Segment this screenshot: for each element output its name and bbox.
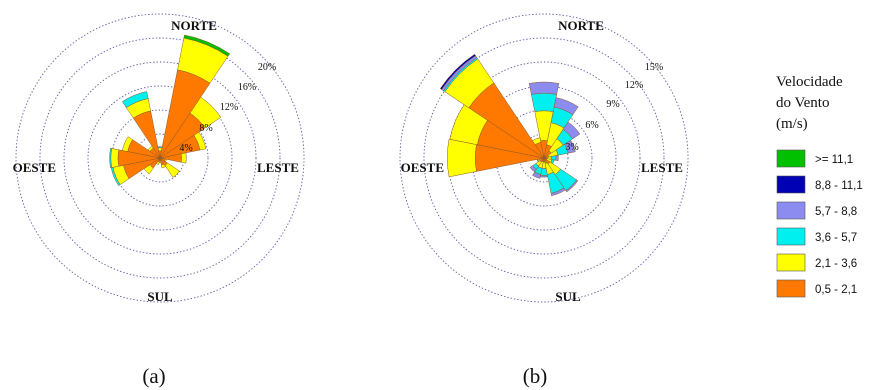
- sector-a-ne-bin-2-1-3-6: [189, 96, 222, 129]
- legend-swatch-2-1-3-6: [776, 253, 806, 272]
- legend-swatch-ge-11-1: [776, 149, 806, 168]
- ring-a-4: [63, 61, 257, 255]
- sector-b-w-bin-2-1-3-6: [447, 138, 477, 178]
- wind-rose-a: NORTE SUL LESTE OESTE 4% 8% 12% 16% 20% …: [13, 13, 305, 388]
- sector-b-nne-bin-5-7-8-8: [553, 97, 579, 116]
- ring-label-a-1: 4%: [179, 143, 192, 154]
- direction-east-b: LESTE: [641, 160, 683, 175]
- ring-label-a-4: 16%: [238, 82, 256, 93]
- ring-a-6: [15, 13, 305, 303]
- sector-b-n-bin-3-6-5-7: [531, 92, 557, 113]
- wind-rose-b: NORTE SUL LESTE OESTE 3% 6% 9% 12% 15% (…: [399, 13, 689, 388]
- legend: Velocidade do Vento (m/s) >= 11,1 8,8 - 1…: [776, 74, 863, 298]
- sector-a-ene-bin-2-1-3-6: [193, 131, 207, 151]
- direction-north-a: NORTE: [171, 18, 217, 33]
- sector-b-sw-bin-5-7-8-8: [529, 165, 537, 173]
- sectors-a: [109, 34, 231, 187]
- sector-a-w-bin-2-1-3-6: [110, 148, 120, 168]
- legend-label-2-1-3-6: 2,1 - 3,6: [815, 258, 857, 270]
- ring-label-b-4: 12%: [625, 80, 643, 91]
- sector-b-sse-bin-5-7-8-8: [550, 187, 566, 196]
- sector-b-ene-bin-5-7-8-8: [564, 139, 576, 154]
- sector-a-e-bin-2-1-3-6: [180, 152, 187, 164]
- legend-label-8-8-11-1: 8,8 - 11,1: [815, 180, 863, 192]
- sector-b-se-bin-5-7-8-8: [565, 179, 579, 193]
- ring-b-3: [471, 85, 617, 231]
- direction-south-a: SUL: [147, 289, 173, 304]
- direction-labels-a: NORTE SUL LESTE OESTE: [13, 18, 299, 304]
- ring-labels-a: 4% 8% 12% 16% 20%: [179, 62, 276, 154]
- panel-label-a: (a): [142, 364, 165, 388]
- legend-items: >= 11,1 8,8 - 11,1 5,7 - 8,8 3,6 - 5,7 2,1 -…: [776, 149, 863, 298]
- direction-west-b: OESTE: [401, 160, 444, 175]
- sector-b-s-bin-5-7-8-8: [539, 174, 549, 178]
- sectors-b: [439, 53, 581, 196]
- sector-b-nw-bin-8-8-11-1: [439, 53, 476, 90]
- ring-label-a-5: 20%: [258, 62, 276, 73]
- legend-label-5-7-8-8: 5,7 - 8,8: [815, 206, 857, 218]
- sector-a-nne-bin-ge-11-1: [183, 34, 231, 57]
- sector-a-wnw-bin-2-1-3-6: [122, 136, 133, 152]
- sector-b-n-bin-5-7-8-8: [528, 81, 560, 95]
- legend-title-line-2: do Vento: [776, 95, 829, 111]
- rings-a: [15, 13, 305, 303]
- legend-label-ge-11-1: >= 11,1: [815, 154, 853, 166]
- ring-b-5: [423, 37, 665, 279]
- legend-label-3-6-5-7: 3,6 - 5,7: [815, 232, 857, 244]
- sector-a-w-bin-3-6-5-7: [109, 147, 113, 169]
- legend-title-line-3: (m/s): [776, 116, 808, 132]
- direction-west-a: OESTE: [13, 160, 56, 175]
- ring-label-a-3: 12%: [220, 102, 238, 113]
- ring-b-4: [447, 61, 641, 255]
- legend-swatch-5-7-8-8: [776, 201, 806, 220]
- ring-label-a-2: 8%: [199, 123, 212, 134]
- sector-b-nnw-bin-2-1-3-6: [532, 137, 542, 146]
- sector-b-ne-bin-5-7-8-8: [562, 121, 581, 140]
- legend-swatch-3-6-5-7: [776, 227, 806, 246]
- ring-a-5: [39, 37, 281, 279]
- ring-label-b-1: 3%: [565, 142, 578, 153]
- legend-title-line-1: Velocidade: [776, 74, 843, 90]
- sector-a-sse-bin-2-1-3-6: [161, 163, 167, 169]
- legend-swatch-8-8-11-1: [776, 175, 806, 194]
- ring-labels-b: 3% 6% 9% 12% 15%: [565, 62, 663, 153]
- direction-labels-b: NORTE SUL LESTE OESTE: [401, 18, 683, 304]
- ring-label-b-5: 15%: [645, 62, 663, 73]
- direction-south-b: SUL: [555, 289, 581, 304]
- sector-b-ssw-bin-5-7-8-8: [532, 171, 542, 179]
- sector-a-nnw-bin-3-6-5-7: [121, 91, 149, 108]
- ring-label-b-3: 9%: [606, 99, 619, 110]
- direction-north-b: NORTE: [558, 18, 604, 33]
- sector-a-n-bin-3-6-5-7: [157, 146, 163, 149]
- direction-east-a: LESTE: [257, 160, 299, 175]
- ring-b-6: [399, 13, 689, 303]
- legend-label-0-5-2-1: 0,5 - 2,1: [815, 284, 857, 296]
- panel-label-b: (b): [523, 364, 548, 388]
- ring-label-b-2: 6%: [585, 120, 598, 131]
- ring-a-3: [87, 85, 233, 231]
- sector-b-e-bin-5-7-8-8: [555, 154, 559, 162]
- legend-swatch-0-5-2-1: [776, 279, 806, 298]
- sector-a-se-bin-2-1-3-6: [164, 162, 180, 178]
